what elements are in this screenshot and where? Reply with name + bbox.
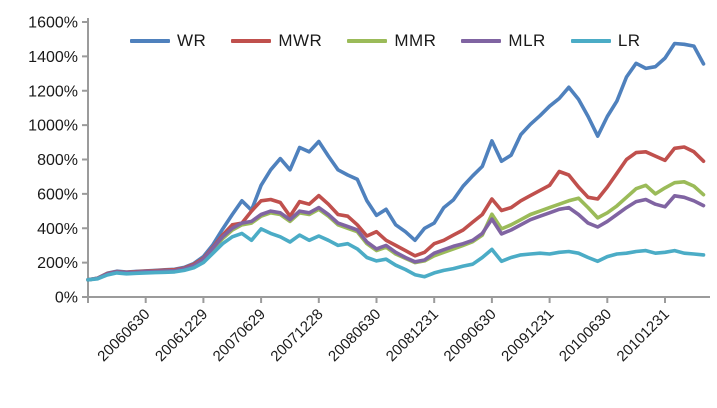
- mmr-line-swatch: [347, 39, 388, 43]
- y-tick-label: 400%: [37, 221, 78, 238]
- wr-line-swatch: [130, 39, 170, 43]
- legend-entry-mlr: MLR: [461, 31, 545, 51]
- legend-entry-lr: LR: [570, 31, 641, 51]
- x-tick-label: 20060630: [94, 306, 153, 365]
- legend-label-lr: LR: [617, 31, 641, 50]
- series-line-mlr: [86, 194, 706, 282]
- x-tick-label: 20070629: [210, 306, 269, 365]
- x-tick-label: 20081231: [383, 306, 442, 365]
- y-tick-label: 1400%: [28, 49, 78, 66]
- legend-entry-mwr: MWR: [231, 31, 322, 51]
- mwr-line-swatch: [231, 39, 272, 43]
- series-line-mwr: [86, 145, 706, 282]
- chart-legend: WR MWR MMR MLR LR: [130, 31, 641, 51]
- y-tick-label: 1000%: [28, 118, 78, 135]
- x-tick-label: 20071228: [267, 306, 326, 365]
- x-tick-label: 20100630: [556, 306, 615, 365]
- legend-label-mwr: MWR: [278, 31, 323, 50]
- x-tick-label: 20090630: [441, 306, 500, 365]
- x-tick-label: 20061229: [152, 306, 211, 365]
- mlr-line-swatch: [461, 39, 502, 43]
- y-tick-label: 600%: [37, 186, 78, 203]
- x-tick-label: 20080630: [325, 306, 384, 365]
- legend-label-wr: WR: [177, 31, 207, 50]
- legend-entry-mmr: MMR: [347, 31, 436, 51]
- y-tick-label: 0%: [55, 290, 78, 307]
- y-tick-label: 1200%: [28, 83, 78, 100]
- legend-label-mlr: MLR: [508, 31, 546, 50]
- x-tick-label: 20101231: [614, 306, 673, 365]
- legend-entry-wr: WR: [130, 31, 206, 51]
- y-tick-label: 1600%: [28, 15, 78, 32]
- legend-label-mmr: MMR: [394, 31, 437, 50]
- y-tick-label: 800%: [37, 152, 78, 169]
- series-line-lr: [86, 227, 706, 282]
- y-tick-label: 200%: [37, 255, 78, 272]
- x-tick-label: 20091231: [498, 306, 557, 365]
- lr-line-swatch: [570, 39, 611, 43]
